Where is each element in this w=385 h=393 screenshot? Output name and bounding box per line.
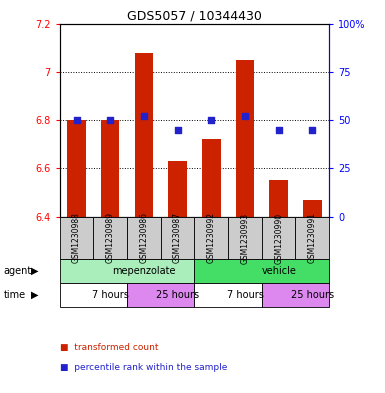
Bar xyxy=(60,283,127,307)
Text: 7 hours: 7 hours xyxy=(92,290,129,300)
Point xyxy=(309,127,315,133)
Bar xyxy=(296,217,329,259)
Text: vehicle: vehicle xyxy=(261,266,296,276)
Bar xyxy=(161,217,194,259)
Text: 25 hours: 25 hours xyxy=(291,290,334,300)
Point xyxy=(276,127,282,133)
Text: GSM1230993: GSM1230993 xyxy=(241,212,249,263)
Text: GSM1230990: GSM1230990 xyxy=(274,212,283,263)
Point xyxy=(174,127,181,133)
Bar xyxy=(236,60,254,217)
Bar xyxy=(194,217,228,259)
Text: 25 hours: 25 hours xyxy=(156,290,199,300)
Text: ▶: ▶ xyxy=(31,266,38,276)
Text: ■  percentile rank within the sample: ■ percentile rank within the sample xyxy=(60,363,227,372)
Text: GSM1230991: GSM1230991 xyxy=(308,213,317,263)
Bar xyxy=(135,53,153,217)
Text: ■  transformed count: ■ transformed count xyxy=(60,343,158,352)
Bar xyxy=(93,217,127,259)
Title: GDS5057 / 10344430: GDS5057 / 10344430 xyxy=(127,9,262,22)
Text: time: time xyxy=(4,290,26,300)
Text: ▶: ▶ xyxy=(31,290,38,300)
Bar xyxy=(202,140,221,217)
Bar xyxy=(101,120,119,217)
Point xyxy=(107,117,113,123)
Bar xyxy=(168,161,187,217)
Point xyxy=(242,113,248,119)
Text: GSM1230986: GSM1230986 xyxy=(139,213,148,263)
Bar xyxy=(270,180,288,217)
Point xyxy=(208,117,214,123)
Text: agent: agent xyxy=(4,266,32,276)
Text: GSM1230987: GSM1230987 xyxy=(173,213,182,263)
Text: GSM1230988: GSM1230988 xyxy=(72,213,81,263)
Bar xyxy=(60,217,93,259)
Point xyxy=(141,113,147,119)
Bar xyxy=(303,200,321,217)
Bar xyxy=(262,283,329,307)
Bar xyxy=(60,259,194,283)
Bar xyxy=(262,217,296,259)
Bar xyxy=(194,283,262,307)
Text: GSM1230992: GSM1230992 xyxy=(207,213,216,263)
Bar xyxy=(67,120,86,217)
Bar xyxy=(127,217,161,259)
Text: 7 hours: 7 hours xyxy=(226,290,263,300)
Bar xyxy=(127,283,194,307)
Bar xyxy=(194,259,329,283)
Text: GSM1230989: GSM1230989 xyxy=(106,213,115,263)
Bar xyxy=(228,217,262,259)
Text: mepenzolate: mepenzolate xyxy=(112,266,176,276)
Point xyxy=(74,117,80,123)
